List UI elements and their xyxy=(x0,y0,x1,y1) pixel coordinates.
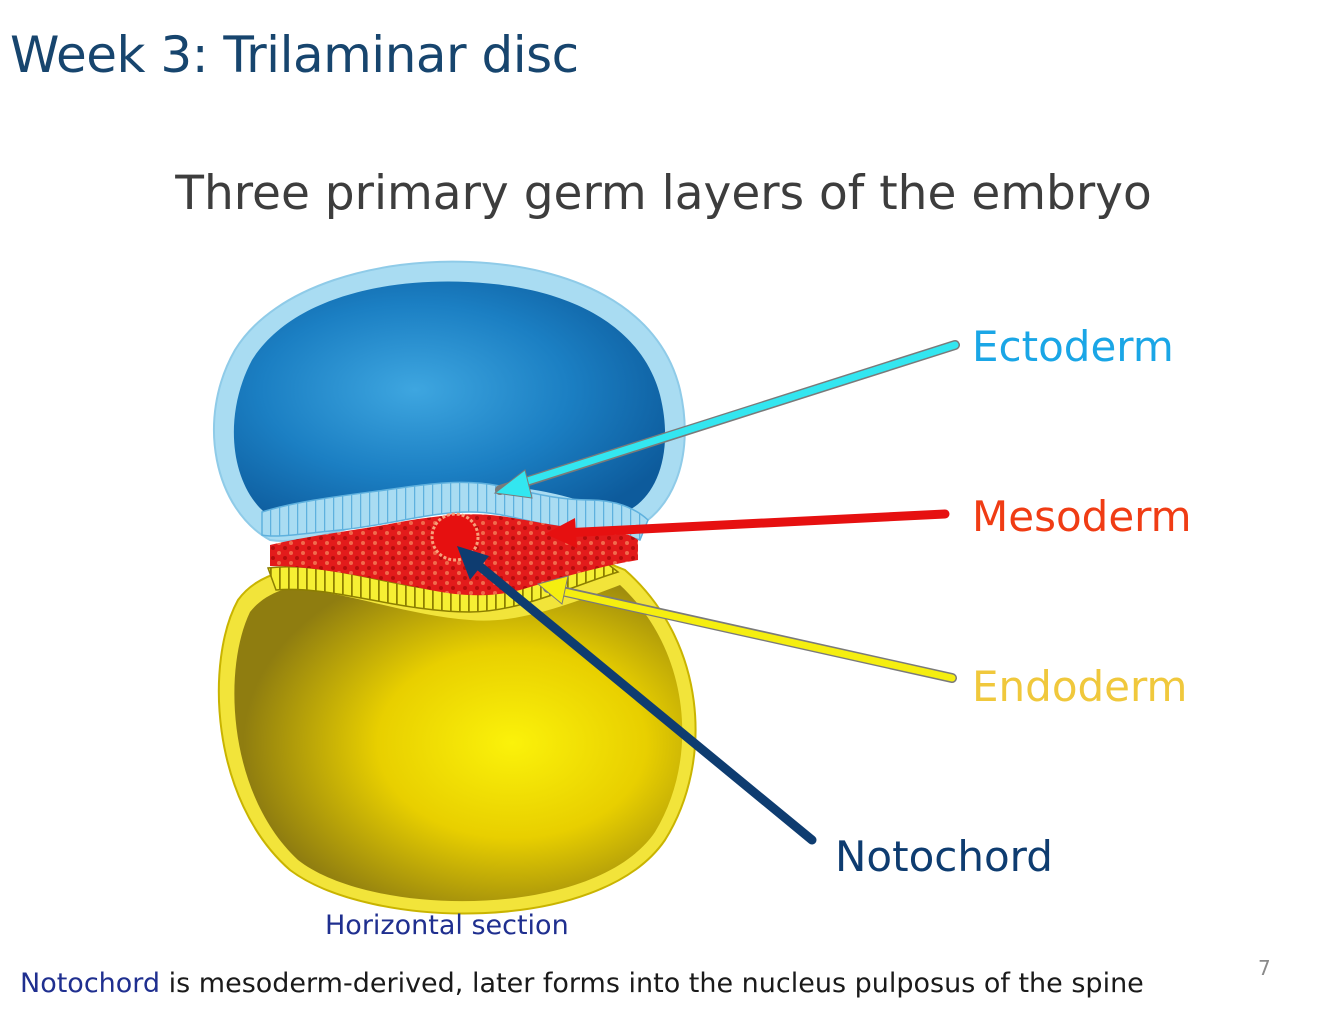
mesoderm-label: Mesoderm xyxy=(972,492,1192,541)
ectoderm-label: Ectoderm xyxy=(972,322,1174,371)
mesoderm-arrow xyxy=(557,509,950,538)
slide-subtitle: Three primary germ layers of the embryo xyxy=(175,166,1152,221)
section-caption: Horizontal section xyxy=(325,910,569,941)
slide-title: Week 3: Trilaminar disc xyxy=(10,26,579,84)
amniotic-cavity xyxy=(233,281,666,523)
endoderm-label: Endoderm xyxy=(972,662,1188,711)
endoderm-layer xyxy=(266,557,620,613)
notochord-label: Notochord xyxy=(835,832,1053,881)
notochord-shape xyxy=(430,512,480,562)
footnote-notochord-term: Notochord xyxy=(20,968,161,999)
yolk-sac-cavity xyxy=(234,585,683,902)
notochord-arrow xyxy=(467,555,817,845)
footnote: Notochord is mesoderm-derived, later for… xyxy=(20,968,1144,999)
footnote-text: is mesoderm-derived, later forms into th… xyxy=(160,968,1144,999)
page-number: 7 xyxy=(1258,956,1271,980)
